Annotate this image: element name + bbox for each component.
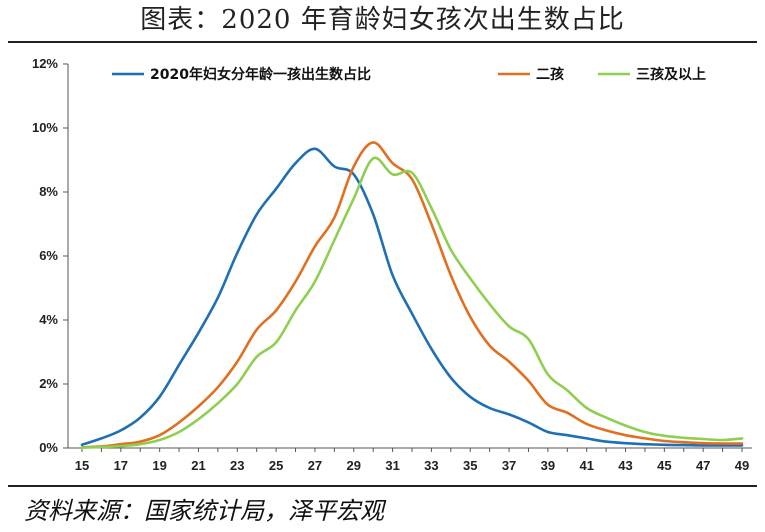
chart-series bbox=[80, 141, 744, 449]
series-line-2 bbox=[80, 141, 744, 449]
x-tick-label: 35 bbox=[463, 458, 477, 473]
x-tick-label: 17 bbox=[114, 458, 128, 473]
x-tick-label: 45 bbox=[657, 458, 671, 473]
y-tick-label: 12% bbox=[32, 56, 58, 71]
x-tick-label: 31 bbox=[385, 458, 399, 473]
x-tick-label: 37 bbox=[502, 458, 516, 473]
x-tick-label: 19 bbox=[152, 458, 166, 473]
x-tick-label: 29 bbox=[347, 458, 361, 473]
series-line-3 bbox=[80, 156, 744, 449]
x-tick-label: 41 bbox=[579, 458, 593, 473]
chart-axes: 0% 2% 4% 6% 8% 10% 12% 15 17 19 21 23 25 27 29 31 33 35 37… bbox=[32, 56, 752, 473]
x-tick-label: 47 bbox=[696, 458, 710, 473]
legend-label-3: 三孩及以上 bbox=[636, 66, 706, 83]
title-divider bbox=[8, 41, 757, 43]
x-tick-label: 15 bbox=[75, 458, 89, 473]
x-tick-label: 21 bbox=[191, 458, 205, 473]
y-tick-label: 8% bbox=[39, 184, 58, 199]
legend-label-2: 二孩 bbox=[536, 66, 564, 83]
source-note: 资料来源：国家统计局，泽平宏观 bbox=[24, 497, 384, 525]
y-tick-label: 10% bbox=[32, 120, 58, 135]
x-tick-label: 43 bbox=[618, 458, 632, 473]
x-tick-label: 49 bbox=[735, 458, 749, 473]
x-tick-label: 27 bbox=[308, 458, 322, 473]
x-tick-label: 33 bbox=[424, 458, 438, 473]
y-tick-label: 2% bbox=[39, 376, 58, 391]
x-tick-label: 39 bbox=[541, 458, 555, 473]
y-tick-label: 6% bbox=[39, 248, 58, 263]
series-line-1 bbox=[80, 147, 744, 447]
chart-legend: 2020年妇女分年龄一孩出生数占比 二孩 三孩及以上 bbox=[112, 66, 706, 83]
page-title: 图表：2020 年育龄妇女孩次出生数占比 bbox=[140, 5, 625, 35]
x-tick-label: 23 bbox=[230, 458, 244, 473]
source-divider bbox=[8, 485, 757, 487]
line-chart: 0% 2% 4% 6% 8% 10% 12% 15 17 19 21 23 25 27 29 31 33 35 37… bbox=[32, 56, 752, 473]
legend-label-1: 2020年妇女分年龄一孩出生数占比 bbox=[150, 66, 371, 83]
y-tick-label: 4% bbox=[39, 312, 58, 327]
x-tick-label: 25 bbox=[269, 458, 283, 473]
y-tick-label: 0% bbox=[39, 440, 58, 455]
